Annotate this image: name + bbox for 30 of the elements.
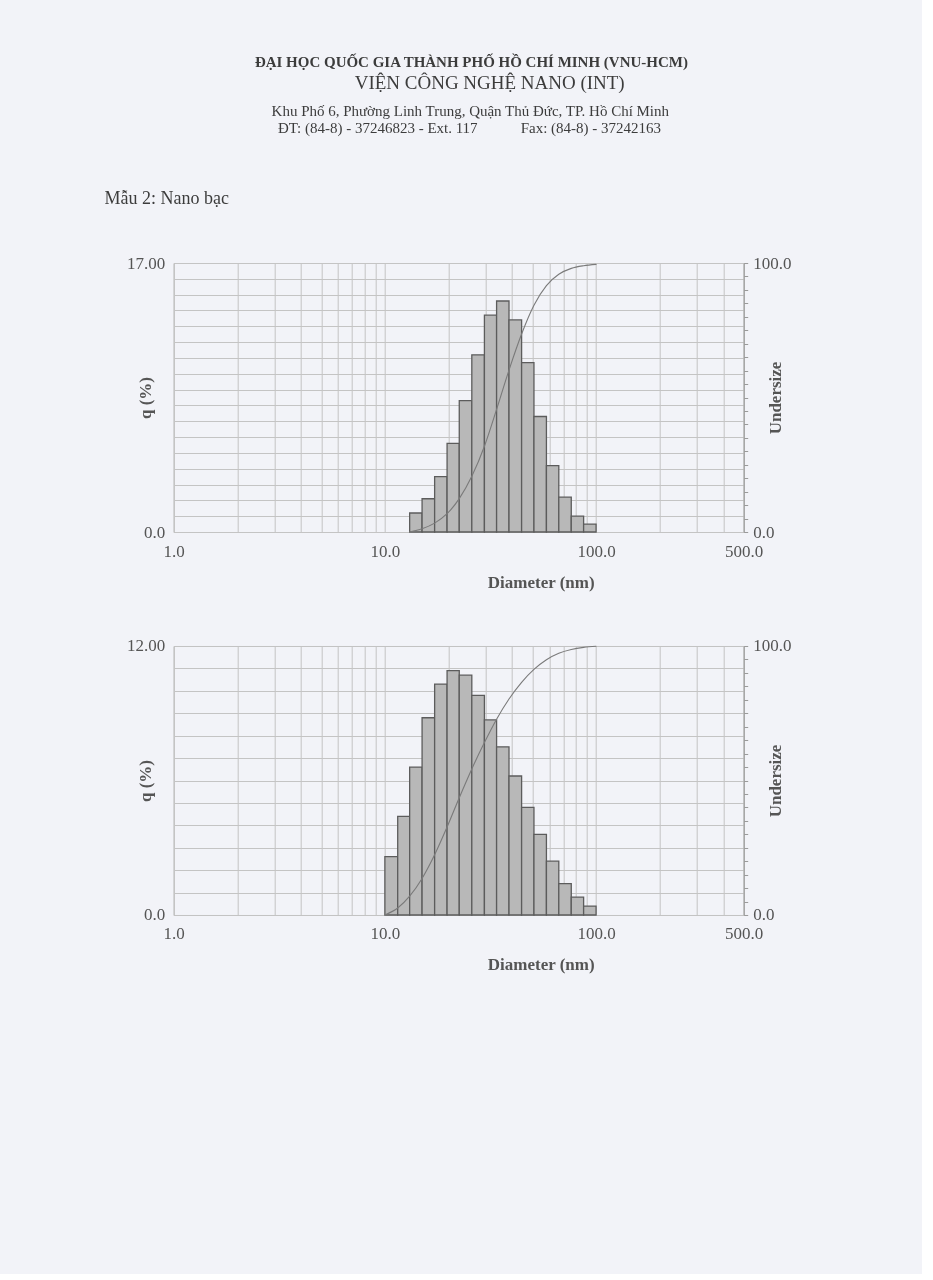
y-tick-label: 0.0 — [143, 905, 166, 925]
x-axis-title: Diameter (nm) — [487, 572, 595, 592]
x-axis-title: Diameter (nm) — [487, 955, 595, 975]
x-tick-label: 500.0 — [725, 541, 764, 561]
y2-tick-label: 0.0 — [753, 905, 775, 925]
y-tick-label: 17.00 — [126, 253, 166, 273]
x-tick-label: 500.0 — [725, 924, 764, 944]
text: ĐT: (84-8) - 37246823 - Ext. 117 — [277, 120, 479, 138]
chart-subtitle: VIỆN CÔNG NGHỆ NANO (INT) — [354, 72, 625, 95]
y-axis-title: q (%) — [136, 760, 156, 802]
line-series — [409, 263, 597, 533]
x-tick-label: 10.0 — [370, 541, 401, 561]
y-tick-label: 0.0 — [143, 522, 166, 542]
y2-axis-title: Undersize — [766, 744, 786, 818]
x-tick-label: 100.0 — [577, 924, 616, 944]
y2-tick-label: 100.0 — [753, 253, 792, 273]
x-tick-label: 100.0 — [577, 541, 616, 561]
line-series — [384, 645, 597, 916]
text: Fax: (84-8) - 37242163 — [520, 120, 661, 138]
y2-tick-label: 0.0 — [753, 522, 775, 542]
x-tick-label: 10.0 — [370, 924, 401, 944]
chart-title: ĐẠI HỌC QUỐC GIA THÀNH PHỐ HỒ CHÍ MINH (VNU-HCM) — [254, 53, 688, 72]
text: Mẫu 2: Nano bạc — [104, 187, 229, 208]
x-tick-label: 1.0 — [163, 541, 185, 561]
text: Khu Phố 6, Phường Linh Trung, Quận Thủ Đức, TP. Hồ Chí Minh — [271, 103, 670, 120]
y-tick-label: 12.00 — [126, 636, 166, 656]
x-tick-label: 1.0 — [163, 924, 185, 944]
y2-tick-label: 100.0 — [753, 636, 792, 656]
y2-axis-title: Undersize — [766, 361, 786, 435]
y-axis-title: q (%) — [136, 377, 156, 419]
